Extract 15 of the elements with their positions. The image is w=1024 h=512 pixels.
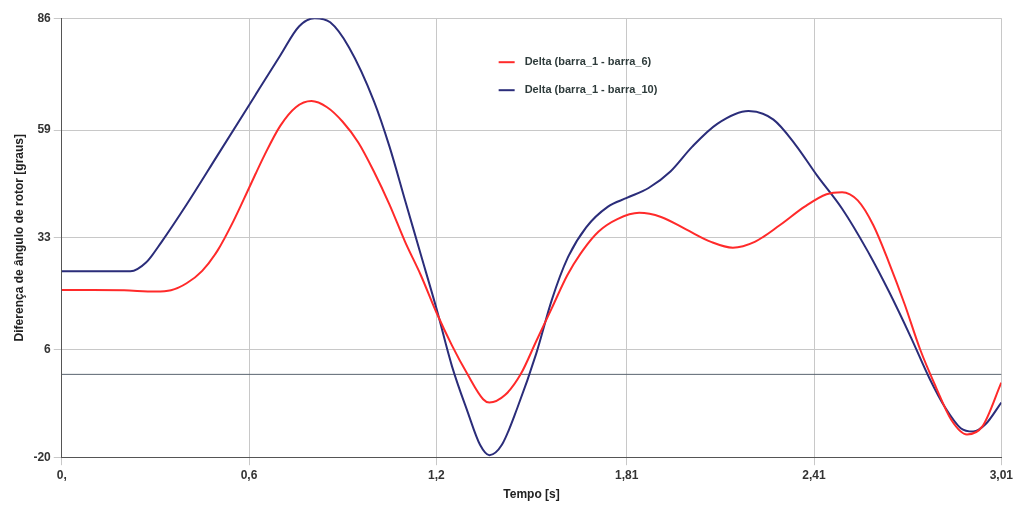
x-tick-label: 3,01 — [989, 467, 1014, 482]
x-tick-label: 0, — [56, 467, 67, 482]
y-tick-label: 33 — [37, 230, 52, 245]
x-tick-label: 0,6 — [240, 467, 258, 482]
x-tick-label: 1,81 — [615, 467, 639, 482]
x-tick-label: 1,2 — [427, 467, 445, 482]
y-tick-label: -20 — [33, 449, 52, 464]
y-tick-label: 86 — [37, 10, 52, 25]
legend-label: Delta (barra_1 - barra_6) — [524, 55, 652, 68]
y-tick-label: 6 — [44, 341, 52, 356]
y-tick-label: 59 — [37, 122, 52, 137]
y-axis-title: Diferença de ângulo de rotor [graus] — [11, 134, 26, 342]
x-axis-title: Tempo [s] — [503, 487, 560, 502]
x-tick-label: 2,41 — [802, 467, 827, 482]
legend-label: Delta (barra_1 - barra_10) — [524, 83, 658, 96]
